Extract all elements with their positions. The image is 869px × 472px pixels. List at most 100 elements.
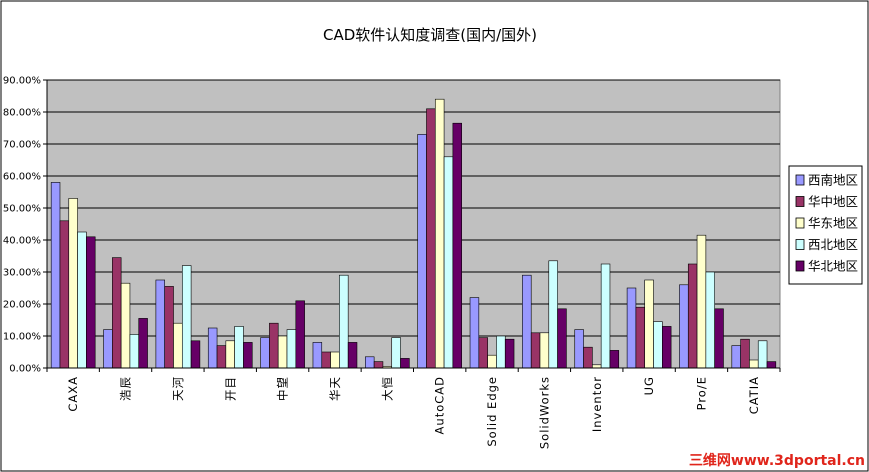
bar [120, 282, 131, 369]
y-tick-label: 50.00% [3, 204, 41, 215]
y-tick-label: 40.00% [3, 236, 41, 247]
bar [583, 346, 593, 369]
bar [86, 236, 96, 369]
bar [181, 265, 192, 369]
bar [600, 263, 611, 369]
bar [443, 156, 454, 369]
bar [679, 284, 689, 369]
bar [548, 260, 558, 369]
legend-swatch [795, 239, 805, 250]
bar [504, 338, 515, 369]
bar [312, 342, 323, 369]
y-tick-label: 60.00% [3, 172, 41, 183]
bar [207, 327, 218, 369]
bar [59, 220, 70, 369]
legend-swatch [795, 260, 805, 272]
bar [260, 337, 270, 369]
bar [653, 321, 663, 369]
x-axis-categories: CAXA 浩辰 天河 开目 中望 华天 大恒 AutoCAD Solid Edge SolidWo… [66, 376, 761, 449]
bar [373, 361, 384, 369]
bar [243, 342, 253, 369]
x-category-label: Inventor [590, 376, 604, 432]
bar [757, 340, 768, 369]
bar [190, 340, 201, 369]
legend-label: 西南地区 [808, 173, 858, 188]
bar [731, 345, 741, 369]
bar [626, 287, 637, 369]
y-axis-ticks: 0.00% 10.00% 20.00% 30.00% 40.00% 50.00% 60.00… [3, 76, 47, 375]
x-category-label: 天河 [171, 376, 185, 401]
bar [347, 342, 358, 369]
bar [173, 322, 183, 369]
x-category-label: 开目 [223, 376, 237, 401]
bar [286, 329, 297, 369]
bar [138, 318, 148, 369]
bar [103, 329, 113, 369]
bar [452, 122, 462, 369]
axes [46, 80, 781, 372]
bar [391, 337, 401, 369]
bar [234, 326, 244, 369]
bar [330, 351, 340, 369]
bar [277, 335, 288, 369]
legend-swatch [795, 174, 805, 186]
x-category-label: 浩辰 [119, 376, 133, 401]
bar [434, 98, 445, 369]
bar [522, 274, 532, 369]
bar [321, 351, 331, 369]
legend-label: 西北地区 [808, 237, 858, 252]
y-tick-label: 70.00% [3, 140, 41, 151]
x-category-label: 中望 [276, 376, 290, 401]
bar [687, 263, 698, 369]
bar [635, 306, 646, 369]
x-category-label: CATIA [747, 376, 761, 414]
x-category-label: AutoCAD [433, 376, 447, 434]
x-category-label: 华天 [328, 376, 342, 401]
bar [129, 334, 140, 369]
bar [469, 297, 480, 369]
x-category-label: 大恒 [380, 376, 394, 401]
bar [749, 359, 759, 369]
bar [426, 108, 436, 369]
bar [574, 329, 584, 369]
legend-label: 华北地区 [808, 259, 858, 274]
bar [269, 322, 279, 369]
bar [714, 308, 724, 369]
bar [487, 354, 497, 369]
bar [609, 350, 620, 369]
y-tick-label: 20.00% [3, 300, 41, 311]
x-category-label: SolidWorks [537, 376, 551, 449]
legend-label: 华中地区 [808, 194, 858, 209]
bar [557, 308, 567, 369]
bar [339, 274, 349, 369]
bar [696, 234, 707, 369]
bar [705, 271, 715, 369]
bars-group [50, 98, 777, 369]
x-category-label: CAXA [66, 376, 80, 412]
bar [164, 286, 174, 369]
bar [740, 338, 750, 369]
bar [112, 257, 122, 369]
bar [155, 279, 165, 369]
legend-swatch [795, 217, 805, 229]
bar [539, 332, 550, 369]
bar [400, 358, 410, 369]
y-tick-label: 80.00% [3, 108, 41, 119]
y-tick-label: 30.00% [3, 268, 41, 279]
bar [225, 340, 235, 369]
bar [478, 337, 488, 369]
bar [496, 335, 506, 369]
x-category-label: UG [642, 376, 656, 395]
bar [77, 231, 87, 369]
bar [68, 198, 78, 369]
bar [50, 182, 61, 369]
bar [662, 326, 672, 369]
bar [766, 361, 777, 369]
legend-swatch [795, 196, 805, 207]
bar [295, 300, 305, 369]
y-tick-label: 10.00% [3, 332, 41, 343]
x-category-label: Pro/E [694, 376, 708, 410]
